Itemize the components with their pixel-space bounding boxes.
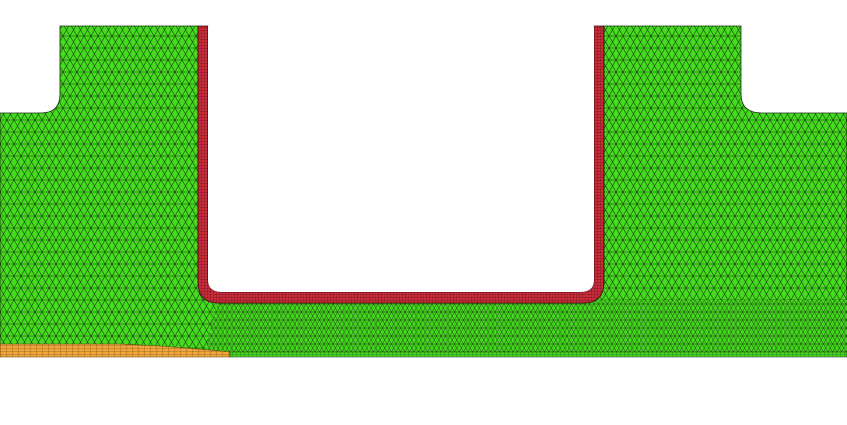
fine-mesh-band (205, 300, 847, 352)
bottom-structured-strip (229, 351, 847, 358)
substrate-layer-mesh (0, 343, 231, 358)
cavity-void (208, 26, 594, 292)
